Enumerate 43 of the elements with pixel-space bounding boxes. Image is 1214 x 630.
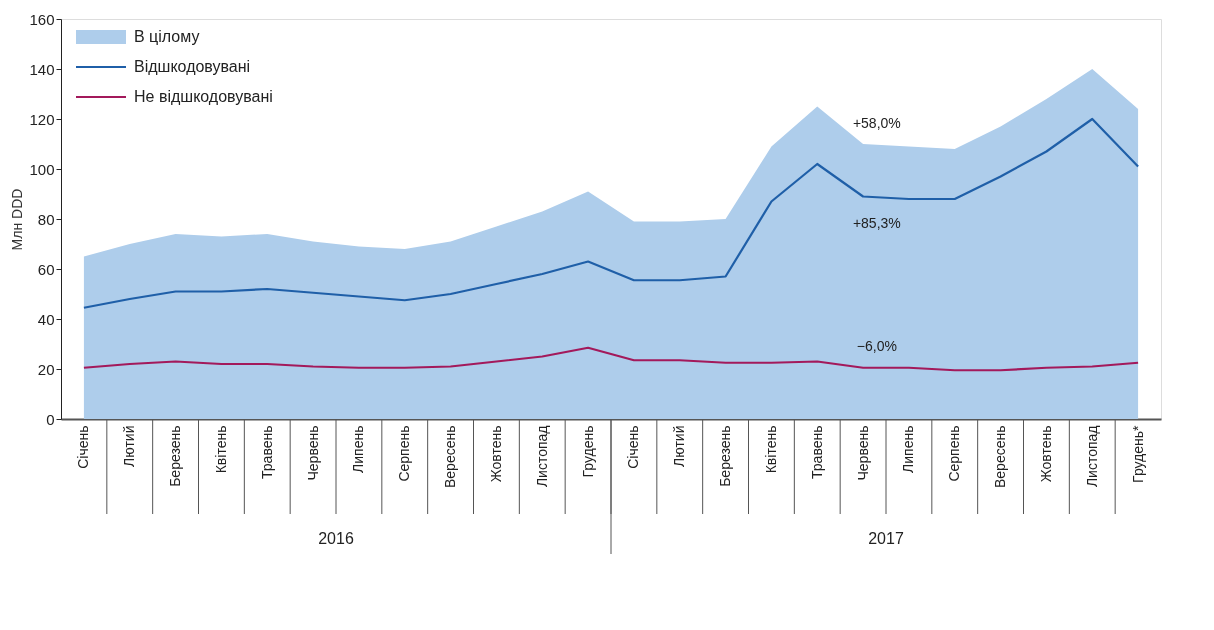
line-series [82,117,1140,309]
x-tick-label: Грудень [579,425,596,478]
y-tick-label: 160 [29,10,55,28]
y-tick-label: 60 [37,260,55,278]
x-tick-label: Вересень [992,425,1009,489]
x-tick-label: Травень [808,425,825,479]
annotation: +85,3% [852,215,901,231]
annotation: −6,0% [856,337,897,354]
x-tick-label: Жовтень [1037,425,1054,483]
y-tick-label: 20 [37,360,55,378]
x-tick-label: Березень [167,425,184,487]
y-tick-label: 80 [37,210,55,228]
y-tick-label: 0 [46,410,55,428]
x-tick-label: Лютий [671,425,688,467]
y-tick-label: 140 [29,60,55,78]
x-tick-label: Серпень [396,425,413,482]
x-tick-label: Липень [350,425,367,473]
x-tick-label: Березень [717,425,734,487]
x-tick-label: Червень [304,425,321,481]
x-tick-label: Квітень [762,425,779,474]
annotation: +58,0% [852,115,901,131]
x-tick-label: Липень [900,425,917,473]
y-axis-title: Млн DDD [9,188,26,251]
x-tick-label: Листопад [1083,425,1100,488]
legend-label: В цілому [134,28,200,45]
x-tick-label: Вересень [442,425,459,489]
x-tick-label: Січень [75,425,92,469]
y-tick-label: 120 [29,110,55,128]
x-tick-label: Грудень* [1129,424,1146,483]
x-tick-label: Листопад [533,425,550,488]
x-tick-label: Червень [854,425,871,481]
y-tick-label: 40 [37,310,55,328]
legend-label: Не відшкодовувані [134,88,273,105]
legend-label: Відшкодовувані [134,58,251,75]
y-tick-label: 100 [29,160,55,178]
x-tick-label: Травень [258,425,275,479]
x-tick-label: Лютий [121,425,138,467]
x-tick-label: Січень [625,425,642,469]
x-tick-label: Жовтень [487,425,504,483]
x-tick-label: Серпень [946,425,963,482]
text: 2017 [868,530,904,547]
x-tick-label: Квітень [212,425,229,474]
text: 2016 [318,530,354,547]
